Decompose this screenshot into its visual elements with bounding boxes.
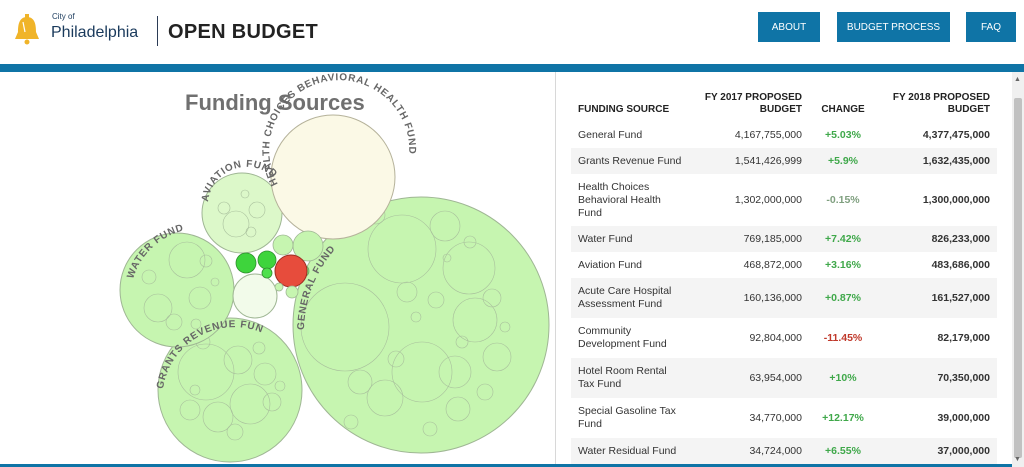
- header-fy2017[interactable]: FY 2017 PROPOSED BUDGET: [704, 92, 802, 115]
- bubble-health-choices-fund[interactable]: [270, 114, 396, 240]
- bubble-chart-panel: Funding Sources: [0, 72, 555, 467]
- cell-funding-source: Water Fund: [571, 226, 689, 252]
- city-of-label: City of: [52, 12, 75, 21]
- table-row[interactable]: Hotel Room Rental Tax Fund 63,954,000 +10%…: [571, 358, 997, 398]
- bubble-acute-care-fund[interactable]: [232, 273, 278, 319]
- cell-fy2017: 1,302,000,000: [689, 174, 809, 226]
- cell-change: -0.15%: [809, 174, 877, 226]
- top-header: City of Philadelphia OPEN BUDGET ABOUT B…: [0, 0, 1024, 64]
- cell-fy2017: 34,770,000: [689, 398, 809, 438]
- bubble-community-development-fund[interactable]: [274, 254, 308, 288]
- site-title: OPEN BUDGET: [168, 21, 318, 43]
- table-header-row: FUNDING SOURCE FY 2017 PROPOSED BUDGET C…: [571, 86, 997, 122]
- table-row[interactable]: Water Residual Fund 34,724,000 +6.55% 37,00…: [571, 438, 997, 464]
- cell-fy2018: 70,350,000: [877, 358, 997, 398]
- cell-funding-source: General Fund: [571, 122, 689, 148]
- table-row[interactable]: Aviation Fund 468,872,000 +3.16% 483,686,00…: [571, 252, 997, 278]
- table-row[interactable]: Health Choices Behavioral Health Fund 1,3…: [571, 174, 997, 226]
- cell-change: +12.17%: [809, 398, 877, 438]
- cell-fy2018: 826,233,000: [877, 226, 997, 252]
- table-row[interactable]: Water Fund 769,185,000 +7.42% 826,233,000: [571, 226, 997, 252]
- table-row[interactable]: Community Development Fund 92,804,000 -11.…: [571, 318, 997, 358]
- aviation-fund-sub-bubbles: [217, 189, 266, 238]
- cell-fy2018: 1,632,435,000: [877, 148, 997, 174]
- cell-fy2017: 4,167,755,000: [689, 122, 809, 148]
- grants-fund-sub-bubbles: [177, 334, 286, 441]
- scrollbar[interactable]: ▲ ▼: [1012, 72, 1024, 467]
- cell-fy2017: 468,872,000: [689, 252, 809, 278]
- cell-change: +7.42%: [809, 226, 877, 252]
- cell-funding-source: Health Choices Behavioral Health Fund: [571, 174, 689, 226]
- scroll-up-icon[interactable]: ▲: [1014, 76, 1021, 83]
- funding-table-panel: FUNDING SOURCE FY 2017 PROPOSED BUDGET C…: [556, 72, 1012, 467]
- water-fund-sub-bubbles: [141, 241, 220, 331]
- cell-fy2018: 82,179,000: [877, 318, 997, 358]
- cell-change: +10%: [809, 358, 877, 398]
- scroll-thumb[interactable]: [1014, 98, 1022, 458]
- cell-fy2017: 92,804,000: [689, 318, 809, 358]
- cell-change: +6.55%: [809, 438, 877, 464]
- cell-fy2017: 160,136,000: [689, 278, 809, 318]
- header-change[interactable]: CHANGE: [821, 104, 865, 115]
- faq-button[interactable]: FAQ: [966, 12, 1016, 42]
- table-row[interactable]: General Fund 4,167,755,000 +5.03% 4,377,475…: [571, 122, 997, 148]
- header-divider: [157, 16, 158, 46]
- cell-fy2018: 483,686,000: [877, 252, 997, 278]
- cell-funding-source: Aviation Fund: [571, 252, 689, 278]
- header-funding-source[interactable]: FUNDING SOURCE: [578, 104, 670, 115]
- header-band: [0, 64, 1024, 72]
- table-row[interactable]: Grants Revenue Fund 1,541,426,999 +5.9% 1,6…: [571, 148, 997, 174]
- cell-fy2018: 161,527,000: [877, 278, 997, 318]
- city-name-label: Philadelphia: [51, 24, 139, 41]
- cell-fy2017: 63,954,000: [689, 358, 809, 398]
- footer-line: [0, 464, 1012, 467]
- cell-funding-source: Community Development Fund: [571, 318, 689, 358]
- cell-fy2017: 34,724,000: [689, 438, 809, 464]
- cell-fy2017: 769,185,000: [689, 226, 809, 252]
- cell-fy2018: 4,377,475,000: [877, 122, 997, 148]
- header-fy2018[interactable]: FY 2018 PROPOSED BUDGET: [892, 92, 990, 115]
- cell-funding-source: Hotel Room Rental Tax Fund: [571, 358, 689, 398]
- bubble-special-gasoline-fund[interactable]: [235, 252, 257, 274]
- cell-fy2018: 37,000,000: [877, 438, 997, 464]
- bubble-chart: HEALTH CHOICES BEHAVIORAL HEALTH FUND AV…: [0, 72, 550, 463]
- general-fund-sub-bubbles: [300, 205, 512, 437]
- cell-funding-source: Acute Care Hospital Assessment Fund: [571, 278, 689, 318]
- cell-change: +3.16%: [809, 252, 877, 278]
- panel-divider: [555, 72, 556, 467]
- bubble-small-fund[interactable]: [285, 285, 299, 299]
- bubble-hotel-room-fund[interactable]: [257, 250, 277, 270]
- chart-title: Funding Sources: [185, 90, 365, 115]
- cell-change: +5.03%: [809, 122, 877, 148]
- cell-change: +0.87%: [809, 278, 877, 318]
- table-row[interactable]: Acute Care Hospital Assessment Fund 160,1…: [571, 278, 997, 318]
- funding-table: FUNDING SOURCE FY 2017 PROPOSED BUDGET C…: [571, 86, 997, 464]
- bubble-small-fund[interactable]: [272, 234, 294, 256]
- cell-change: +5.9%: [809, 148, 877, 174]
- bubble-grants-revenue-fund[interactable]: [157, 317, 303, 463]
- bubble-small-fund[interactable]: [274, 282, 284, 292]
- cell-change: -11.45%: [809, 318, 877, 358]
- cell-funding-source: Water Residual Fund: [571, 438, 689, 464]
- bubble-general-fund[interactable]: [292, 196, 550, 454]
- liberty-bell-icon: [15, 14, 39, 45]
- bubble-water-residual-fund[interactable]: [261, 267, 273, 279]
- cell-funding-source: Grants Revenue Fund: [571, 148, 689, 174]
- cell-fy2018: 39,000,000: [877, 398, 997, 438]
- table-row[interactable]: Special Gasoline Tax Fund 34,770,000 +12.1…: [571, 398, 997, 438]
- budget-process-button[interactable]: BUDGET PROCESS: [837, 12, 950, 42]
- scroll-down-icon[interactable]: ▼: [1014, 456, 1021, 463]
- cell-funding-source: Special Gasoline Tax Fund: [571, 398, 689, 438]
- cell-fy2018: 1,300,000,000: [877, 174, 997, 226]
- about-button[interactable]: ABOUT: [758, 12, 820, 42]
- cell-fy2017: 1,541,426,999: [689, 148, 809, 174]
